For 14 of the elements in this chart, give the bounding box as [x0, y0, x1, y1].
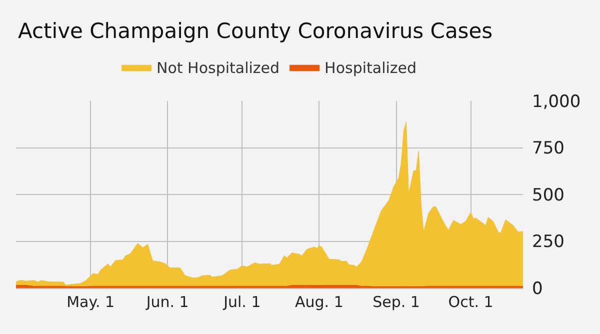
x-tick-label: Jul. 1 — [222, 293, 261, 311]
y-tick-label: 500 — [532, 185, 564, 206]
chart-title: Active Champaign County Coronavirus Cases — [18, 19, 493, 44]
legend-label: Hospitalized — [324, 58, 417, 77]
y-tick-label: 1,000 — [532, 92, 581, 112]
y-tick-label: 750 — [532, 138, 564, 159]
x-tick-label: May. 1 — [66, 293, 115, 311]
y-tick-label: 0 — [532, 278, 543, 299]
y-tick-label: 250 — [532, 232, 564, 252]
x-tick-label: Sep. 1 — [372, 293, 420, 311]
x-tick-label: Jun. 1 — [145, 293, 189, 311]
legend-label: Not Hospitalized — [156, 58, 280, 77]
x-tick-label: Aug. 1 — [295, 293, 344, 311]
x-tick-label: Oct. 1 — [448, 293, 494, 311]
